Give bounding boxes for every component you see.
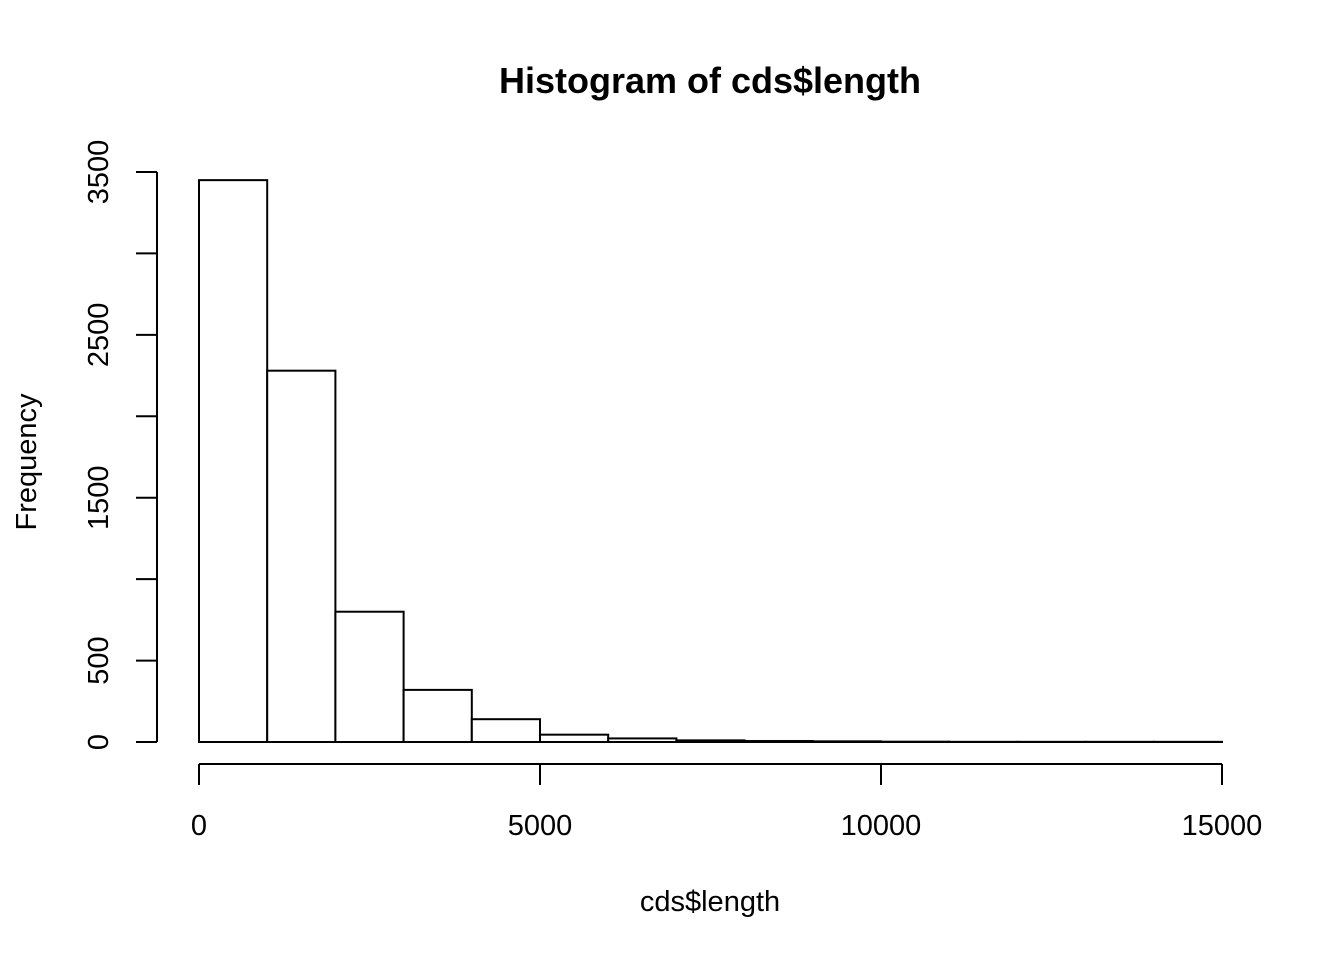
x-tick-label: 0 xyxy=(191,810,207,842)
y-tick-label: 500 xyxy=(83,636,115,684)
histogram-bar xyxy=(470,718,541,744)
histogram-bar xyxy=(198,179,269,743)
y-tick-label: 3500 xyxy=(83,140,115,205)
histogram-bar xyxy=(334,610,405,744)
histogram-bar xyxy=(743,740,814,743)
bars-group xyxy=(198,179,1224,744)
histogram-bar xyxy=(402,688,473,744)
y-axis-label: Frequency xyxy=(11,393,43,531)
x-axis-label: cds$length xyxy=(640,886,780,918)
histogram-bar xyxy=(266,369,337,743)
x-tick-label: 10000 xyxy=(841,810,922,842)
chart-title: Histogram of cds$length xyxy=(499,60,921,101)
x-axis: 0 5000 10000 15000 xyxy=(191,763,1263,842)
y-tick-label: 1500 xyxy=(83,465,115,530)
y-tick-label: 2500 xyxy=(83,303,115,368)
histogram-bar xyxy=(607,737,678,743)
y-tick-label: 0 xyxy=(83,734,115,750)
y-axis: 0 500 1500 2500 3500 xyxy=(83,140,158,750)
x-tick-label: 5000 xyxy=(508,810,573,842)
x-tick-label: 15000 xyxy=(1182,810,1263,842)
histogram-bar xyxy=(539,733,610,744)
histogram-bar xyxy=(675,739,746,743)
histogram-bar xyxy=(811,740,882,744)
